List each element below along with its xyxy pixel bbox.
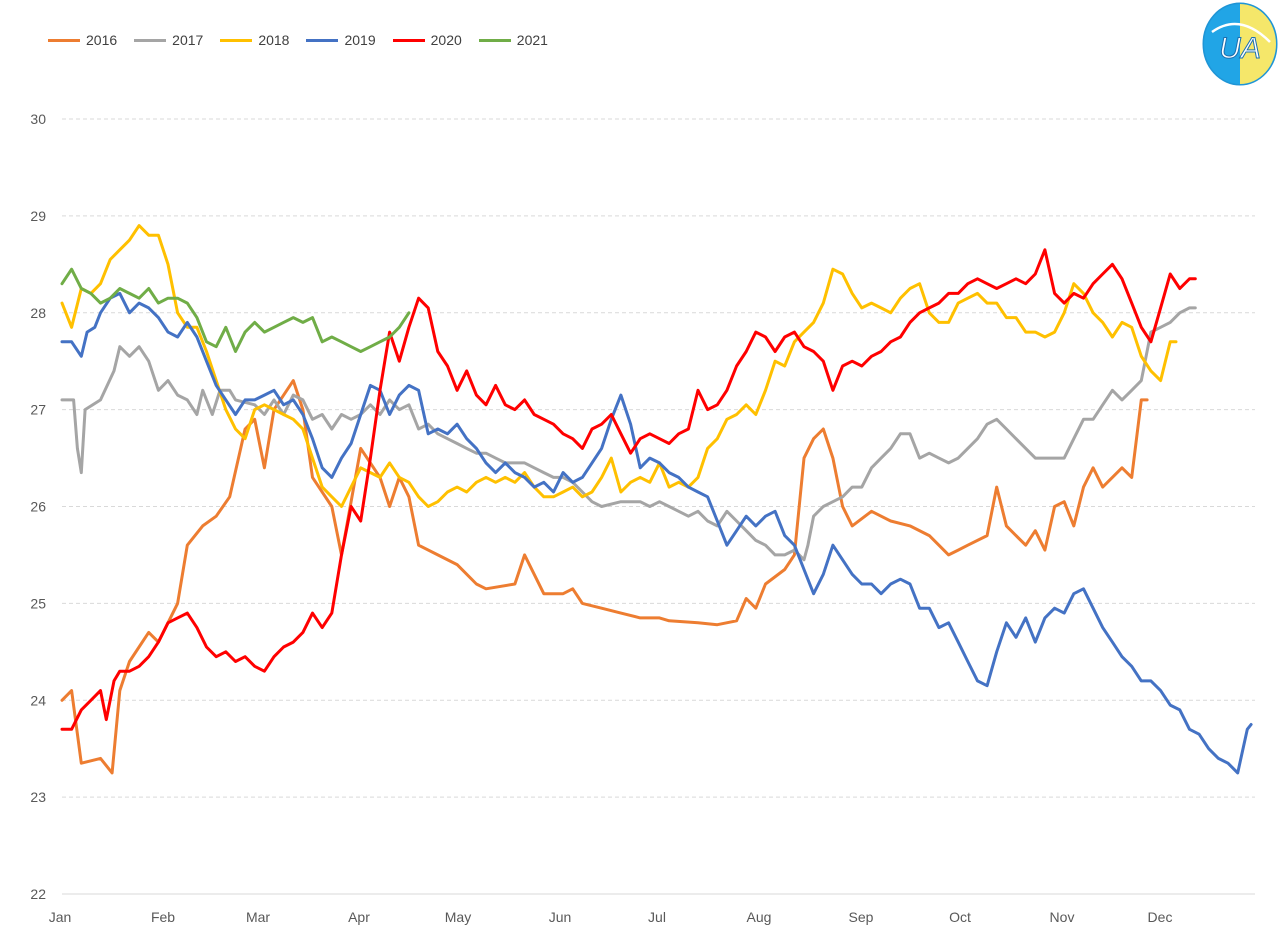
- series-line-2016: [60, 379, 1149, 775]
- logo-icon: UA: [1202, 2, 1278, 86]
- x-tick-label: Apr: [348, 909, 370, 925]
- series-line-2021: [60, 267, 411, 353]
- y-tick-label: 24: [30, 692, 46, 708]
- series-line-2018: [60, 224, 1178, 508]
- y-tick-label: 29: [30, 208, 46, 224]
- legend-swatch: [478, 38, 511, 42]
- legend-swatch: [220, 38, 253, 42]
- logo-text: UA: [1219, 32, 1261, 65]
- y-tick-label: 23: [30, 789, 46, 805]
- x-tick-label: Aug: [747, 909, 772, 925]
- y-tick-label: 27: [30, 402, 46, 418]
- legend-label: 2019: [344, 32, 376, 48]
- series-line-2020: [60, 248, 1197, 731]
- y-tick-label: 28: [30, 305, 46, 321]
- x-tick-label: Sep: [849, 909, 874, 925]
- legend-item-2020: 2020: [392, 32, 462, 48]
- x-tick-label: Jun: [549, 909, 572, 925]
- x-tick-label: Dec: [1148, 909, 1173, 925]
- legend-item-2018: 2018: [220, 32, 289, 48]
- legend-label: 2021: [516, 32, 548, 48]
- y-tick-label: 26: [30, 499, 46, 515]
- x-tick-label: May: [445, 909, 471, 925]
- brand-logo: UA: [1202, 2, 1278, 86]
- y-tick-label: 30: [30, 111, 46, 127]
- series-line-2017: [60, 306, 1197, 562]
- legend-item-2019: 2019: [306, 32, 376, 48]
- legend-swatch: [48, 38, 80, 42]
- x-tick-label: Oct: [949, 909, 971, 925]
- y-tick-label: 25: [30, 595, 46, 611]
- legend-swatch: [306, 38, 339, 42]
- legend-label: 2017: [172, 32, 204, 48]
- legend-item-2017: 2017: [134, 32, 203, 48]
- x-tick-label: Feb: [151, 909, 175, 925]
- y-tick-label: 22: [30, 886, 46, 902]
- x-tick-label: Nov: [1050, 909, 1075, 925]
- legend-item-2021: 2021: [478, 32, 548, 48]
- x-tick-label: Mar: [246, 909, 270, 925]
- series-line-2019: [60, 291, 1253, 775]
- legend-label: 2016: [86, 32, 118, 48]
- legend-label: 2020: [430, 32, 462, 48]
- legend-swatch: [134, 38, 167, 42]
- x-tick-label: Jul: [648, 909, 666, 925]
- legend-label: 2018: [258, 32, 290, 48]
- legend-item-2016: 2016: [48, 32, 117, 48]
- x-tick-label: Jan: [49, 909, 72, 925]
- legend: 2016 2017 2018 2019 2020 2021: [48, 32, 565, 48]
- legend-swatch: [392, 38, 425, 42]
